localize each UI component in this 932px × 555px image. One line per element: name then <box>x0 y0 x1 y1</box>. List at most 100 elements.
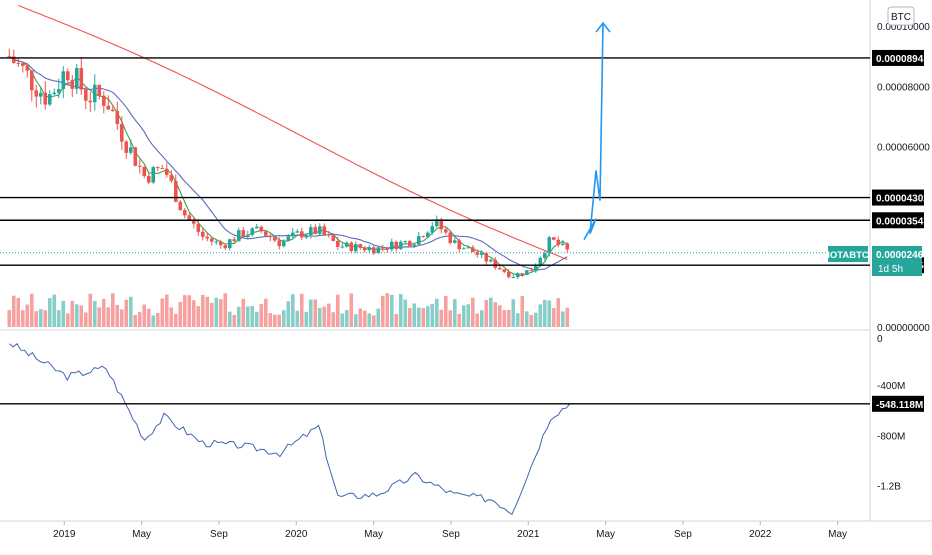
candle-body <box>475 252 480 255</box>
volume-bar <box>223 293 228 327</box>
volume-bar <box>488 297 493 327</box>
candle-body <box>128 147 133 153</box>
currency-badge-label: BTC <box>891 12 911 23</box>
volume-bar <box>452 299 457 327</box>
candle-body <box>547 237 552 254</box>
candle-body <box>241 230 246 237</box>
candle-body <box>151 167 156 183</box>
volume-bar <box>169 307 174 327</box>
projection-path[interactable] <box>583 23 604 241</box>
candle-body <box>277 240 282 247</box>
time-tick-label: 2020 <box>285 529 308 540</box>
symbol-price-tag: IOTABTC 0.00002467 1d 5h <box>827 246 929 276</box>
volume-bar <box>38 309 43 327</box>
oscillator-marker-box <box>872 395 924 412</box>
volume-bar <box>434 298 439 327</box>
volume-bar <box>511 299 516 327</box>
volume-bar <box>20 310 25 327</box>
volume-bar <box>394 313 399 327</box>
candle-body <box>160 168 165 170</box>
candle-body <box>533 264 538 272</box>
time-tick-label: Sep <box>674 529 692 540</box>
volume-bar <box>313 299 318 327</box>
candle-body <box>7 56 12 58</box>
volume-bar <box>119 309 124 327</box>
volume-bar <box>241 298 246 327</box>
candle-body <box>223 245 228 249</box>
volume-bar <box>524 311 529 327</box>
candle-body <box>376 247 381 254</box>
volume-bar <box>281 310 286 327</box>
volume-bar <box>412 303 417 327</box>
volume-bar <box>110 293 115 327</box>
price-tick-label: 0.00000000 <box>877 323 930 334</box>
volume-bar <box>380 295 385 327</box>
candle-body <box>34 90 39 97</box>
candle-body <box>83 89 88 101</box>
candle-body <box>142 166 147 177</box>
candle-body <box>43 92 48 105</box>
volume-bar <box>124 299 129 327</box>
candle-body <box>97 84 102 96</box>
volume-bar <box>502 310 507 327</box>
volume-bar <box>326 303 331 327</box>
projection-drawing[interactable] <box>583 21 611 241</box>
volume-bar <box>250 306 255 327</box>
volume-bar <box>205 296 210 327</box>
candle-body <box>556 239 561 245</box>
candle-body <box>371 247 376 254</box>
candle-body <box>398 241 403 249</box>
volume-bar <box>178 301 183 327</box>
candle-body <box>524 270 529 276</box>
volume-bar <box>295 310 300 327</box>
oscillator-tick-label: -800M <box>877 431 905 442</box>
volume-bar <box>425 306 430 327</box>
volume-bar <box>286 301 291 327</box>
currency-badge[interactable]: BTC <box>887 6 915 26</box>
candle-body <box>551 237 556 240</box>
volume-bar <box>353 314 358 327</box>
candle-body <box>389 241 394 250</box>
candle-body <box>52 92 57 95</box>
candle-body <box>493 259 498 268</box>
volume-bar <box>556 298 561 327</box>
volume-bar <box>61 300 66 327</box>
volume-bar <box>200 294 205 327</box>
volume-bar <box>304 311 309 327</box>
volume-bar <box>227 311 232 327</box>
candle-body <box>506 271 511 278</box>
candle-body <box>70 80 75 89</box>
volume-bar <box>245 306 250 327</box>
candle-body <box>65 71 70 81</box>
candle-body <box>236 230 241 242</box>
candle-body <box>542 253 547 258</box>
volume-bar <box>146 308 151 327</box>
volume-bar <box>272 314 277 327</box>
volume-bar <box>79 305 84 327</box>
volume-bar <box>65 313 70 327</box>
volume-bar <box>29 293 34 327</box>
candle-body <box>322 226 327 235</box>
candle-body <box>209 238 214 242</box>
volume-bar <box>448 310 453 327</box>
volume-bar <box>263 298 268 327</box>
volume-bar <box>322 306 327 327</box>
volume-bars <box>7 293 570 327</box>
ma-slow-line <box>18 4 568 261</box>
candle-body <box>286 236 291 241</box>
candle-body <box>457 240 462 250</box>
candle-body <box>259 226 264 232</box>
candle-body <box>88 100 93 103</box>
candle-body <box>484 253 489 262</box>
candle-body <box>110 109 115 111</box>
candle-body <box>461 248 466 250</box>
volume-bar <box>403 299 408 327</box>
candle-body <box>380 247 385 249</box>
level-label-box <box>872 49 924 66</box>
candle-body <box>439 219 444 230</box>
oscillator-pane: -548.118M <box>0 343 924 516</box>
volume-bar <box>277 314 282 327</box>
